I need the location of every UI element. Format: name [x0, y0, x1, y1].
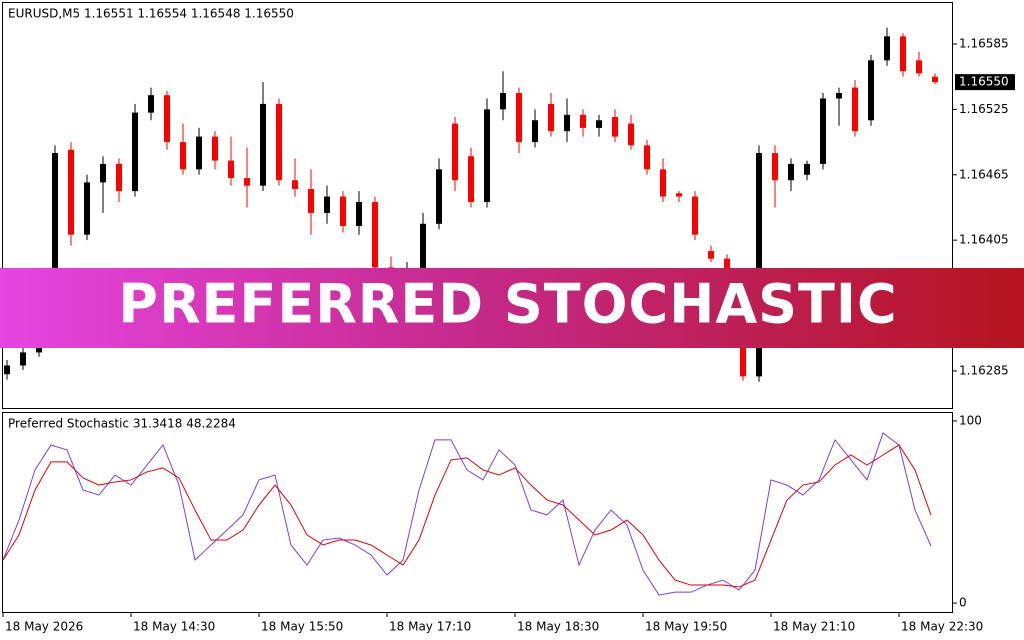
x-tick-label: 18 May 15:50	[261, 620, 343, 634]
stochastic-line	[2, 444, 932, 588]
main-frame	[2, 2, 953, 409]
candle-body	[788, 163, 794, 181]
candle-body	[196, 136, 202, 170]
candle-body	[900, 36, 906, 72]
y-tick-label: 1.16525	[959, 102, 1009, 116]
candle-body	[548, 103, 554, 132]
y-tick-label: 1.16585	[959, 36, 1009, 50]
candle-body	[84, 182, 90, 235]
last-price-box	[955, 74, 1015, 91]
candle-body	[276, 103, 282, 181]
candle-body	[52, 152, 58, 306]
candle-body	[628, 123, 634, 146]
candle-body	[20, 352, 26, 366]
candle-body	[420, 223, 426, 273]
candle-body	[148, 95, 154, 113]
candle-body	[500, 93, 506, 110]
banner-title: PREFERRED STOCHASTIC	[118, 273, 897, 336]
candle-body	[468, 156, 474, 203]
candle-body	[532, 120, 538, 143]
y-tick-label: 1.16405	[959, 233, 1009, 247]
candle-body	[868, 60, 874, 121]
candle-body	[884, 36, 890, 61]
y-tick-label: 1.16285	[959, 363, 1009, 377]
x-tick-label: 18 May 21:10	[773, 620, 855, 634]
candle-body	[692, 196, 698, 235]
candle-body	[804, 163, 810, 175]
candle-body	[916, 60, 922, 74]
x-tick-label: 18 May 22:30	[901, 620, 983, 634]
candle-body	[228, 160, 234, 179]
main-title: EURUSD,M5 1.16551 1.16554 1.16548 1.1655…	[8, 7, 294, 21]
candle-body	[676, 193, 682, 197]
candle-body	[660, 169, 666, 197]
candle-body	[100, 163, 106, 183]
candle-body	[852, 87, 858, 132]
candle-body	[132, 112, 138, 192]
candle-body	[340, 196, 346, 226]
candle-body	[820, 98, 826, 164]
banner	[0, 268, 1024, 348]
candle-body	[324, 196, 330, 213]
candle-body	[612, 117, 618, 137]
last-price-label: 1.16550	[959, 75, 1009, 89]
candle-body	[580, 114, 586, 128]
candle-body	[260, 103, 266, 186]
x-tick-label: 18 May 2026	[5, 620, 83, 634]
candle-body	[4, 365, 10, 375]
y-tick-label: 1.16465	[959, 167, 1009, 181]
indicator-frame	[2, 412, 953, 613]
candle-body	[708, 251, 714, 259]
marks: 1.16585 1.16525 1.16465 1.16405 1.16285 1.165…	[2, 27, 1015, 634]
candle-body	[308, 188, 314, 213]
y-tick-label: 100	[959, 413, 982, 427]
candle-body	[836, 93, 842, 99]
candle-body	[68, 149, 74, 235]
candle-body	[772, 152, 778, 181]
candle-body	[372, 202, 378, 268]
candle-body	[644, 145, 650, 170]
candle-body	[180, 142, 186, 170]
x-tick-label: 18 May 19:50	[645, 620, 727, 634]
candle-body	[932, 76, 938, 83]
candle-body	[292, 180, 298, 189]
indicator-title: Preferred Stochastic 31.3418 48.2284	[8, 417, 236, 431]
candle-body	[756, 152, 762, 377]
candle-body	[212, 136, 218, 161]
stochastic-line	[2, 432, 932, 596]
candle-body	[356, 202, 362, 226]
x-tick-label: 18 May 17:10	[389, 620, 471, 634]
candle-body	[436, 169, 442, 224]
candle-body	[516, 93, 522, 143]
candle-body	[164, 95, 170, 143]
candle-body	[116, 163, 122, 192]
candle-body	[452, 123, 458, 181]
candle-body	[596, 120, 602, 128]
y-tick-label: 0	[959, 596, 967, 610]
x-tick-label: 18 May 18:30	[517, 620, 599, 634]
candle-body	[244, 178, 250, 186]
candle-body	[484, 109, 490, 203]
candle-body	[564, 114, 570, 132]
x-tick-label: 18 May 14:30	[133, 620, 215, 634]
